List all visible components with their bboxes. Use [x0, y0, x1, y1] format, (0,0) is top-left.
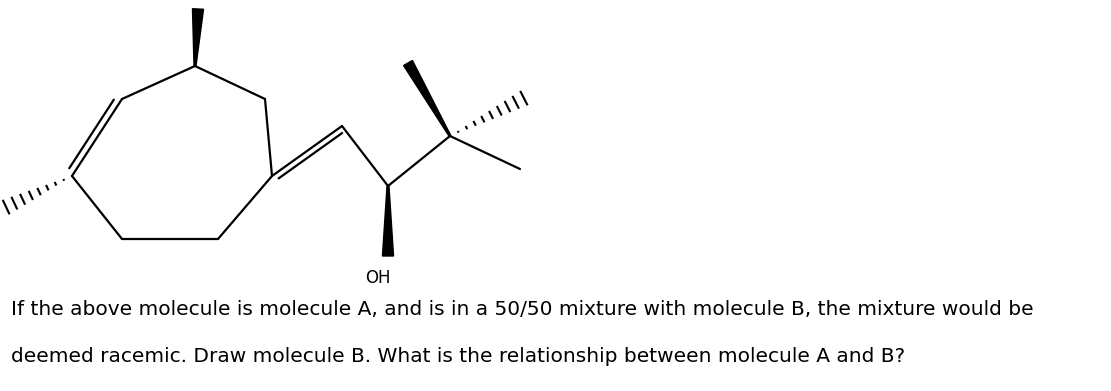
- Polygon shape: [382, 186, 393, 256]
- Text: OH: OH: [366, 269, 391, 287]
- Polygon shape: [403, 61, 451, 136]
- Text: If the above molecule is molecule A, and is in a 50/50 mixture with molecule B, : If the above molecule is molecule A, and…: [11, 300, 1033, 319]
- Polygon shape: [192, 9, 203, 66]
- Text: deemed racemic. Draw molecule B. What is the relationship between molecule A and: deemed racemic. Draw molecule B. What is…: [11, 346, 905, 366]
